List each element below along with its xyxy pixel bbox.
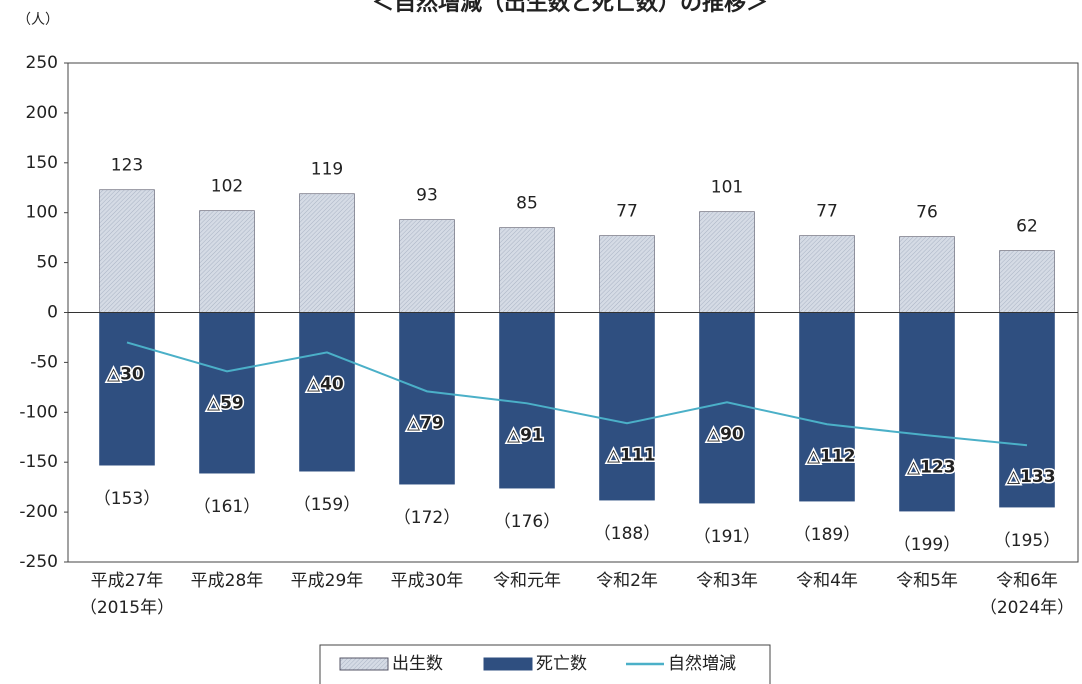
x-tick-label: （2015年） [80, 598, 174, 618]
data-label: （159） [294, 495, 360, 515]
bar [899, 236, 955, 313]
data-label: 123 [111, 156, 143, 176]
data-label: （153） [94, 489, 160, 509]
x-tick-label: 令和2年 [596, 571, 658, 591]
x-tick-label: 令和3年 [696, 571, 758, 591]
bar [199, 210, 255, 313]
data-label: △112 [807, 446, 856, 466]
data-label: （189） [794, 525, 860, 545]
data-label: （188） [594, 524, 660, 544]
x-tick-label: 令和6年 [996, 571, 1058, 591]
y-tick-label: 0 [47, 303, 58, 323]
bar [599, 312, 655, 501]
x-tick-label: 平成30年 [391, 571, 464, 591]
x-tick-label: 令和元年 [493, 571, 561, 591]
data-label: （195） [994, 531, 1060, 551]
legend-label: 死亡数 [536, 654, 587, 674]
data-label: △91 [507, 425, 544, 445]
legend-swatch [483, 657, 533, 671]
data-label: （161） [194, 497, 260, 517]
y-tick-label: -50 [30, 352, 58, 372]
data-label: （191） [694, 527, 760, 547]
y-tick-label: 50 [36, 253, 58, 273]
bar [199, 312, 255, 474]
bar [999, 312, 1055, 508]
bar [599, 235, 655, 313]
chart-title: ＜自然増減（出生数と死亡数）の推移＞ [372, 0, 768, 16]
y-tick-label: 250 [26, 53, 58, 73]
data-label: △133 [1007, 467, 1056, 487]
y-tick-label: -250 [19, 552, 58, 572]
legend-frame [319, 644, 771, 684]
x-tick-label: （2024年） [980, 598, 1074, 618]
x-tick-label: 令和4年 [796, 571, 858, 591]
data-label: 76 [916, 203, 938, 223]
bar [399, 312, 455, 485]
data-label: △30 [107, 364, 144, 384]
data-label: （199） [894, 535, 960, 555]
data-label: △59 [207, 393, 244, 413]
bar [899, 312, 955, 512]
data-label: （176） [494, 512, 560, 532]
y-unit: （人） [17, 12, 59, 28]
data-label: 77 [616, 202, 638, 222]
x-tick-label: 平成28年 [191, 571, 264, 591]
bar [699, 211, 755, 313]
bar [799, 312, 855, 502]
data-label: 93 [416, 186, 438, 206]
legend-label: 出生数 [392, 654, 443, 674]
bar [299, 312, 355, 472]
data-label: 85 [516, 194, 538, 214]
y-tick-label: -200 [19, 502, 58, 522]
bar [499, 227, 555, 313]
x-tick-label: 平成27年 [91, 571, 164, 591]
data-label: △79 [407, 413, 444, 433]
data-label: △111 [607, 445, 656, 465]
x-tick-label: 令和5年 [896, 571, 958, 591]
legend-label: 自然増減 [668, 654, 736, 674]
bar [299, 193, 355, 313]
data-label: 62 [1016, 217, 1038, 237]
bar [999, 250, 1055, 313]
data-label: 119 [311, 160, 343, 180]
data-label: △90 [707, 424, 744, 444]
bar [99, 312, 155, 466]
y-tick-label: 200 [26, 103, 58, 123]
line [126, 341, 1028, 447]
y-tick-label: 100 [26, 203, 58, 223]
y-tick-label: -150 [19, 452, 58, 472]
data-label: 102 [211, 177, 243, 197]
bar [799, 235, 855, 313]
bar [399, 219, 455, 313]
data-label: （172） [394, 508, 460, 528]
y-tick-label: -100 [19, 402, 58, 422]
x-tick-label: 平成29年 [291, 571, 364, 591]
bar [699, 312, 755, 504]
data-label: △123 [907, 457, 956, 477]
data-label: △40 [307, 374, 344, 394]
bar [99, 189, 155, 313]
legend-swatch [339, 657, 389, 671]
y-tick-label: 150 [26, 153, 58, 173]
data-label: 101 [711, 178, 743, 198]
data-label: 77 [816, 202, 838, 222]
